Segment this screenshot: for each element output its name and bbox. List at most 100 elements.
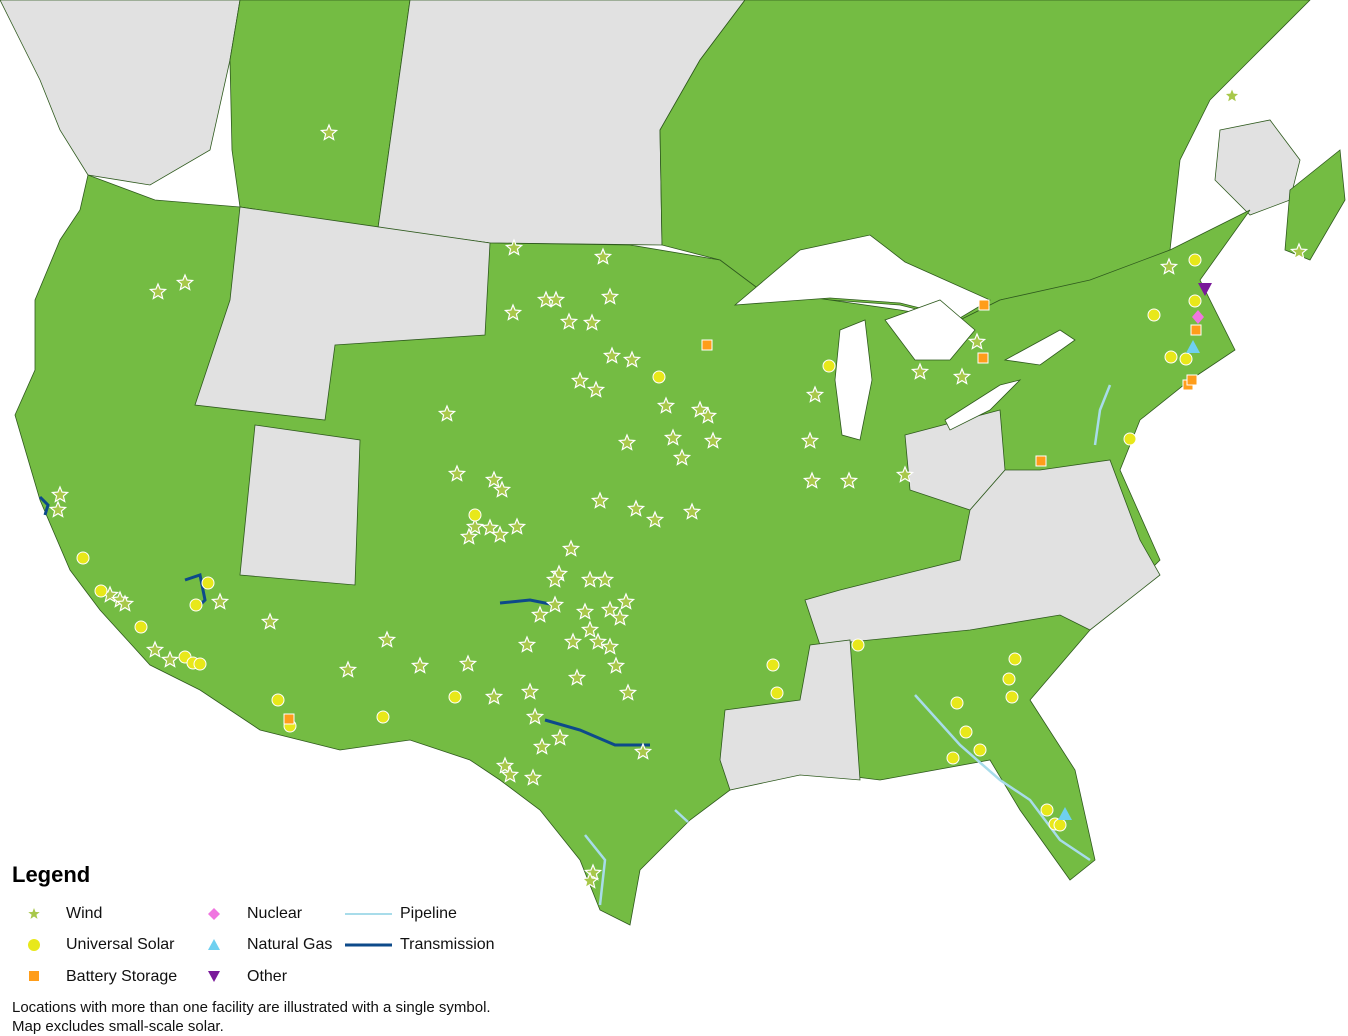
land-regions <box>0 0 1346 926</box>
pipeline-line <box>914 694 1091 862</box>
wind-marker <box>590 491 610 509</box>
wind-marker <box>967 332 987 350</box>
region-southeast-excluded <box>804 459 1161 646</box>
wind-marker <box>802 471 822 489</box>
legend-label-pipeline: Pipeline <box>400 905 457 922</box>
solar-marker <box>271 693 285 707</box>
wind-marker <box>656 396 676 414</box>
wind-marker <box>520 682 540 700</box>
solar-marker <box>376 710 390 724</box>
wind-marker <box>895 465 915 483</box>
solar-marker <box>1188 253 1202 267</box>
battery-marker <box>1186 374 1198 386</box>
wind-marker <box>645 510 665 528</box>
transmission-line <box>544 718 650 747</box>
battery-marker <box>1190 324 1202 336</box>
wind-marker <box>805 385 825 403</box>
legend-wind-icon <box>28 908 40 919</box>
legend-label-other: Other <box>247 968 288 985</box>
wind-marker <box>703 431 723 449</box>
wind-marker <box>682 502 702 520</box>
legend-title: Legend <box>12 862 91 887</box>
wind-marker <box>800 431 820 449</box>
facility-markers <box>48 86 1309 889</box>
transmission-line <box>499 598 556 607</box>
solar-marker <box>1002 672 1016 686</box>
wind-marker <box>175 273 195 291</box>
wind-marker <box>115 594 135 612</box>
legend-label-battery: Battery Storage <box>66 968 178 985</box>
wind-marker <box>525 707 545 725</box>
gas-marker <box>1186 340 1200 353</box>
solar-marker <box>201 576 215 590</box>
solar-marker <box>1005 690 1019 704</box>
legend-label-nuclear: Nuclear <box>247 905 303 922</box>
wind-marker <box>546 290 566 308</box>
wind-marker <box>618 683 638 701</box>
region-utah <box>239 424 361 586</box>
note-small-scale-solar: Map excludes small-scale solar. <box>12 1018 224 1035</box>
wind-marker <box>561 539 581 557</box>
solar-marker <box>1179 352 1193 366</box>
solar-marker <box>950 696 964 710</box>
gas-marker <box>1058 807 1072 820</box>
wind-marker <box>610 608 630 626</box>
legend-label-wind: Wind <box>66 905 103 922</box>
wind-marker <box>523 768 543 786</box>
wind-marker <box>545 595 565 613</box>
wind-marker <box>586 380 606 398</box>
legend: Legend <box>12 862 90 888</box>
wind-marker <box>480 518 500 536</box>
solar-marker <box>822 359 836 373</box>
battery-marker <box>701 339 713 351</box>
wind-marker <box>145 640 165 658</box>
wind-marker <box>550 728 570 746</box>
wind-marker <box>437 404 457 422</box>
pipeline-line <box>1093 384 1112 446</box>
solar-marker <box>189 598 203 612</box>
solar-marker <box>946 751 960 765</box>
lake-huron <box>884 299 976 361</box>
solar-marker <box>193 657 207 671</box>
wind-marker <box>622 350 642 368</box>
wind-marker <box>602 346 622 364</box>
region-ontario-quebec <box>659 0 1311 321</box>
wind-marker <box>698 406 718 424</box>
wind-marker <box>160 650 180 668</box>
wind-marker <box>377 630 397 648</box>
region-gaspe <box>1214 119 1301 216</box>
region-british-columbia <box>0 0 241 186</box>
wind-marker <box>910 362 930 380</box>
wind-marker <box>490 525 510 543</box>
wind-marker <box>580 871 600 889</box>
solar-marker <box>1040 803 1054 817</box>
wind-marker <box>672 448 692 466</box>
lake-ontario <box>1003 329 1076 366</box>
solar-marker <box>134 620 148 634</box>
wind-marker <box>504 238 524 256</box>
region-nova-scotia <box>1284 149 1346 261</box>
infrastructure-lines <box>38 384 1112 906</box>
other-marker <box>1198 283 1212 296</box>
region-mississippi-louisiana <box>719 639 861 791</box>
legend-other-icon <box>208 971 220 982</box>
solar-marker <box>973 743 987 757</box>
wind-marker <box>633 742 653 760</box>
legend-symbols <box>28 908 392 982</box>
wind-marker <box>588 632 608 650</box>
solar-marker <box>1164 350 1178 364</box>
wind-marker <box>617 433 637 451</box>
solar-marker <box>1053 818 1067 832</box>
wind-marker <box>210 592 230 610</box>
wind-marker <box>575 602 595 620</box>
wind-marker <box>839 471 859 489</box>
legend-label-transmission: Transmission <box>400 936 495 953</box>
wind-marker <box>459 527 479 545</box>
legend-label-gas: Natural Gas <box>247 936 333 953</box>
solar-marker <box>1123 432 1137 446</box>
wind-marker <box>507 517 527 535</box>
wind-marker <box>148 282 168 300</box>
wind-marker <box>532 737 552 755</box>
wind-marker <box>410 656 430 674</box>
wind-marker <box>582 313 602 331</box>
